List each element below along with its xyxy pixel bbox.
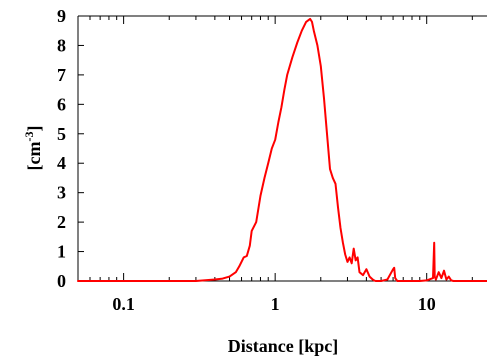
y-tick-label: 1: [57, 242, 66, 262]
y-tick-label: 6: [57, 94, 66, 114]
x-tick-label: 1: [271, 294, 280, 314]
y-tick-label: 3: [57, 183, 66, 203]
x-axis-ticks: 0.1 1 10: [77, 16, 473, 314]
y-axis-ticks: 0 1 2 3 4 5 6 7 8 9: [57, 6, 84, 291]
x-tick-label: 0.1: [112, 294, 135, 314]
x-axis-label: Distance [kpc]: [228, 336, 339, 356]
plot-frame: [77, 15, 487, 282]
y-axis-label-base: [cm: [24, 142, 44, 171]
series-layer: [77, 17, 487, 282]
y-axis-label-close: ]: [24, 126, 44, 132]
y-tick-label: 5: [57, 124, 66, 144]
y-tick-label: 4: [57, 153, 66, 173]
y-tick-label: 2: [57, 212, 66, 232]
y-axis-label-superscript: -3: [22, 132, 36, 142]
y-tick-label: 9: [57, 6, 66, 26]
series-line-0: [77, 17, 487, 282]
y-tick-label: 7: [57, 65, 66, 85]
y-tick-label: 0: [57, 271, 66, 291]
y-tick-label: 8: [57, 35, 66, 55]
y-axis-label: [cm-3]: [22, 126, 44, 171]
x-tick-label: 10: [418, 294, 436, 314]
